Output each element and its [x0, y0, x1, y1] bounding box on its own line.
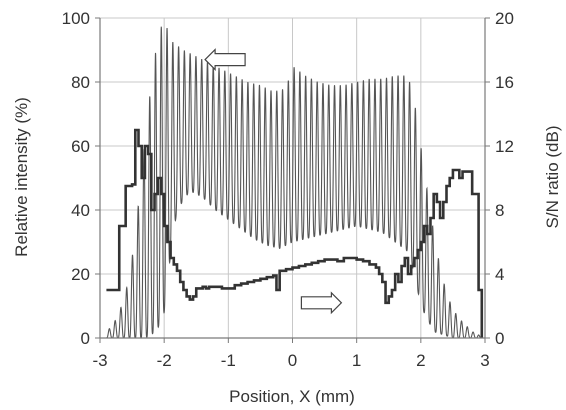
x-tick-label: 3	[480, 351, 489, 370]
right-axis-arrow	[300, 291, 343, 315]
y-right-tick-labels: 0 4 8 12 16 20	[495, 9, 514, 348]
sn-ratio-line	[106, 128, 484, 338]
y-right-tick-label: 16	[495, 73, 514, 92]
y-right-tick-label: 4	[495, 265, 504, 284]
y-left-tick-label: 80	[71, 73, 90, 92]
x-tick-labels: -3 -2 -1 0 1 2 3	[92, 351, 489, 370]
relative-intensity-series	[106, 26, 482, 339]
y-right-tick-label: 12	[495, 137, 514, 156]
y-left-tick-label: 60	[71, 137, 90, 156]
arrow-annotations	[204, 48, 343, 315]
y-right-tick-label: 20	[495, 9, 514, 28]
x-tick-label: -2	[157, 351, 172, 370]
x-tick-label: -1	[221, 351, 236, 370]
y-right-tick-label: 8	[495, 201, 504, 220]
y-left-axis-title: Relative intensity (%)	[12, 97, 31, 257]
y-left-tick-label: 40	[71, 201, 90, 220]
x-tick-label: -3	[92, 351, 107, 370]
plot-frame	[95, 17, 490, 343]
y-right-tick-label: 0	[495, 329, 504, 348]
sn-ratio-series	[106, 128, 484, 338]
y-left-tick-label: 0	[81, 329, 90, 348]
left-axis-arrow	[204, 48, 246, 72]
y-left-tick-label: 100	[62, 9, 90, 28]
x-tick-label: 0	[288, 351, 297, 370]
y-left-tick-label: 20	[71, 265, 90, 284]
x-tick-label: 2	[416, 351, 425, 370]
y-left-tick-labels: 0 20 40 60 80 100	[62, 9, 90, 348]
relative-intensity-line	[106, 26, 482, 339]
x-axis-title: Position, X (mm)	[229, 387, 355, 406]
y-right-axis-title: S/N ratio (dB)	[543, 126, 562, 229]
x-tick-label: 1	[352, 351, 361, 370]
